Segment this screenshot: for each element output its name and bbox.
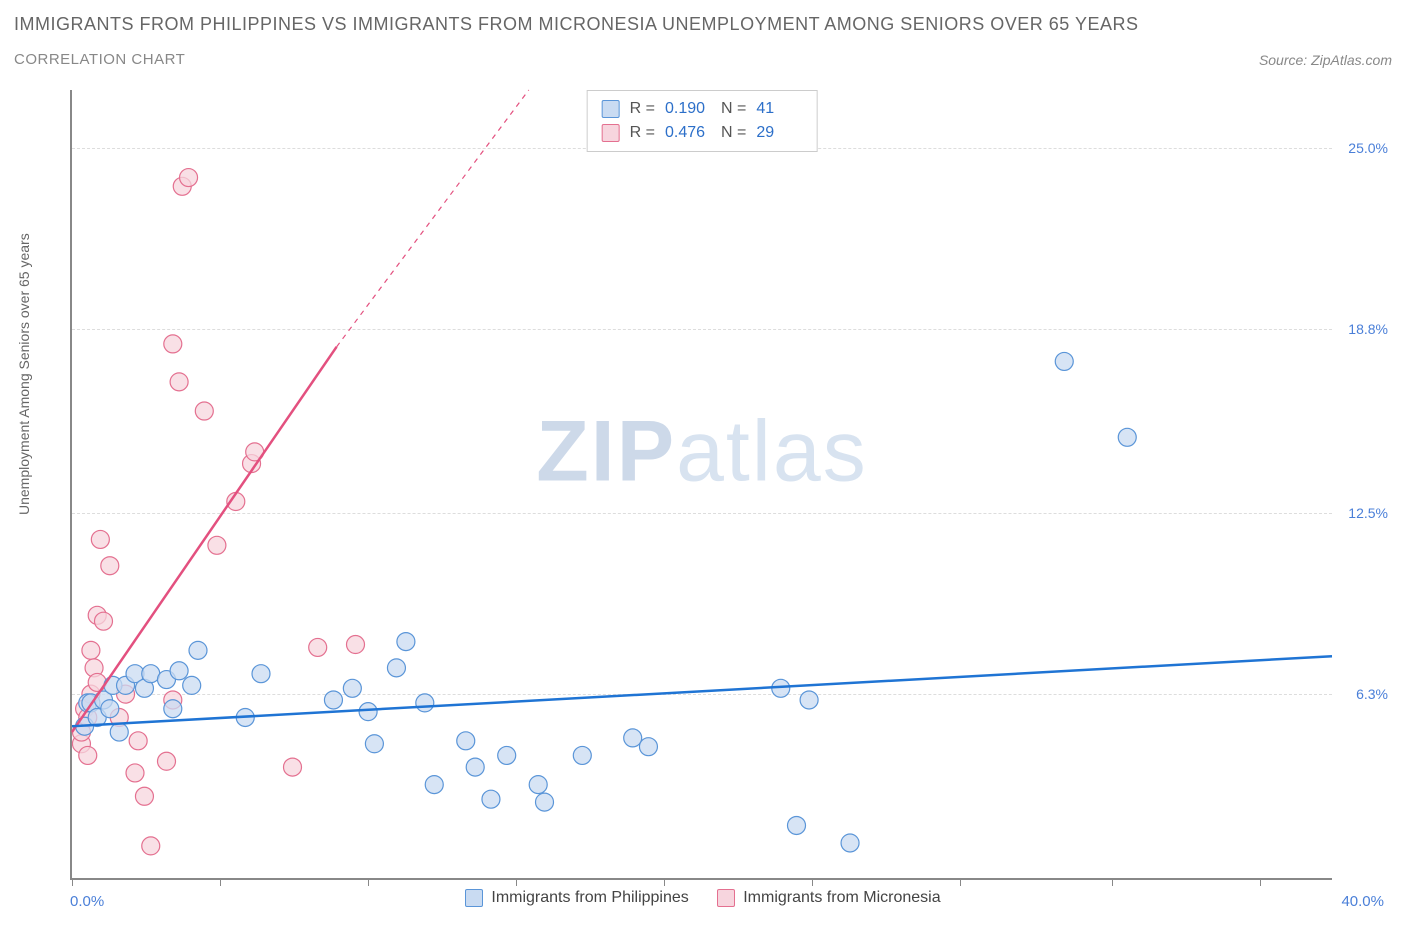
plot-area: ZIPatlas 6.3%12.5%18.8%25.0% R = 0.190 N… [70, 90, 1332, 880]
data-point [841, 834, 859, 852]
stats-r-label: R = [630, 97, 655, 121]
data-point [800, 691, 818, 709]
y-tick-label: 6.3% [1338, 686, 1388, 702]
data-point [639, 738, 657, 756]
legend-swatch-philippines [465, 889, 483, 907]
data-point [425, 776, 443, 794]
stats-n-value-1: 41 [756, 97, 802, 121]
data-point [164, 335, 182, 353]
y-tick-label: 25.0% [1338, 140, 1388, 156]
legend-label-micronesia: Immigrants from Micronesia [743, 889, 940, 907]
data-point [324, 691, 342, 709]
data-point [189, 641, 207, 659]
data-point [387, 659, 405, 677]
data-point [252, 665, 270, 683]
data-point [573, 746, 591, 764]
data-point [126, 764, 144, 782]
trendline [337, 90, 529, 347]
data-point [466, 758, 484, 776]
data-point [183, 676, 201, 694]
data-point [365, 735, 383, 753]
x-tick [516, 878, 517, 886]
stats-legend-box: R = 0.190 N = 41 R = 0.476 N = 29 [587, 90, 818, 152]
x-tick [1112, 878, 1113, 886]
data-point [359, 703, 377, 721]
chart-container: Unemployment Among Seniors over 65 years… [14, 90, 1392, 920]
stats-n-label: N = [721, 97, 746, 121]
data-point [397, 633, 415, 651]
data-point [1118, 428, 1136, 446]
data-point [208, 536, 226, 554]
chart-title: IMMIGRANTS FROM PHILIPPINES VS IMMIGRANT… [14, 12, 1392, 37]
stats-row-series1: R = 0.190 N = 41 [602, 97, 803, 121]
data-point [129, 732, 147, 750]
scatter-svg [72, 90, 1332, 878]
data-point [343, 679, 361, 697]
source-label: Source: [1259, 52, 1307, 68]
x-tick [72, 878, 73, 886]
data-point [91, 530, 109, 548]
chart-subtitle: CORRELATION CHART [14, 51, 1392, 68]
stats-r-value-1: 0.190 [665, 97, 711, 121]
data-point [624, 729, 642, 747]
y-tick-label: 18.8% [1338, 321, 1388, 337]
y-tick-label: 12.5% [1338, 505, 1388, 521]
x-tick [1260, 878, 1261, 886]
source-name: ZipAtlas.com [1311, 52, 1392, 68]
chart-header: IMMIGRANTS FROM PHILIPPINES VS IMMIGRANT… [14, 12, 1392, 68]
data-point [170, 662, 188, 680]
data-point [457, 732, 475, 750]
x-tick [368, 878, 369, 886]
stats-row-series2: R = 0.476 N = 29 [602, 121, 803, 145]
stats-swatch-philippines [602, 100, 620, 118]
data-point [788, 816, 806, 834]
legend-swatch-micronesia [717, 889, 735, 907]
data-point [536, 793, 554, 811]
data-point [110, 723, 128, 741]
stats-n-value-2: 29 [756, 121, 802, 145]
data-point [82, 641, 100, 659]
legend-item-philippines: Immigrants from Philippines [465, 889, 688, 907]
source-attribution: Source: ZipAtlas.com [1259, 52, 1392, 68]
data-point [170, 373, 188, 391]
legend-item-micronesia: Immigrants from Micronesia [717, 889, 940, 907]
legend-label-philippines: Immigrants from Philippines [491, 889, 688, 907]
data-point [101, 700, 119, 718]
stats-r-label-2: R = [630, 121, 655, 145]
data-point [88, 673, 106, 691]
data-point [284, 758, 302, 776]
data-point [309, 638, 327, 656]
y-axis-label: Unemployment Among Seniors over 65 years [16, 495, 32, 515]
data-point [416, 694, 434, 712]
x-tick [664, 878, 665, 886]
data-point [498, 746, 516, 764]
data-point [164, 700, 182, 718]
data-point [1055, 352, 1073, 370]
data-point [180, 169, 198, 187]
x-tick [812, 878, 813, 886]
data-point [158, 752, 176, 770]
data-point [195, 402, 213, 420]
stats-swatch-micronesia [602, 124, 620, 142]
stats-r-value-2: 0.476 [665, 121, 711, 145]
data-point [142, 837, 160, 855]
x-tick [960, 878, 961, 886]
data-point [347, 636, 365, 654]
data-point [529, 776, 547, 794]
data-point [101, 557, 119, 575]
x-tick [220, 878, 221, 886]
series-legend: Immigrants from Philippines Immigrants f… [14, 889, 1392, 912]
data-point [95, 612, 113, 630]
stats-n-label-2: N = [721, 121, 746, 145]
data-point [135, 787, 153, 805]
data-point [79, 746, 97, 764]
data-point [482, 790, 500, 808]
